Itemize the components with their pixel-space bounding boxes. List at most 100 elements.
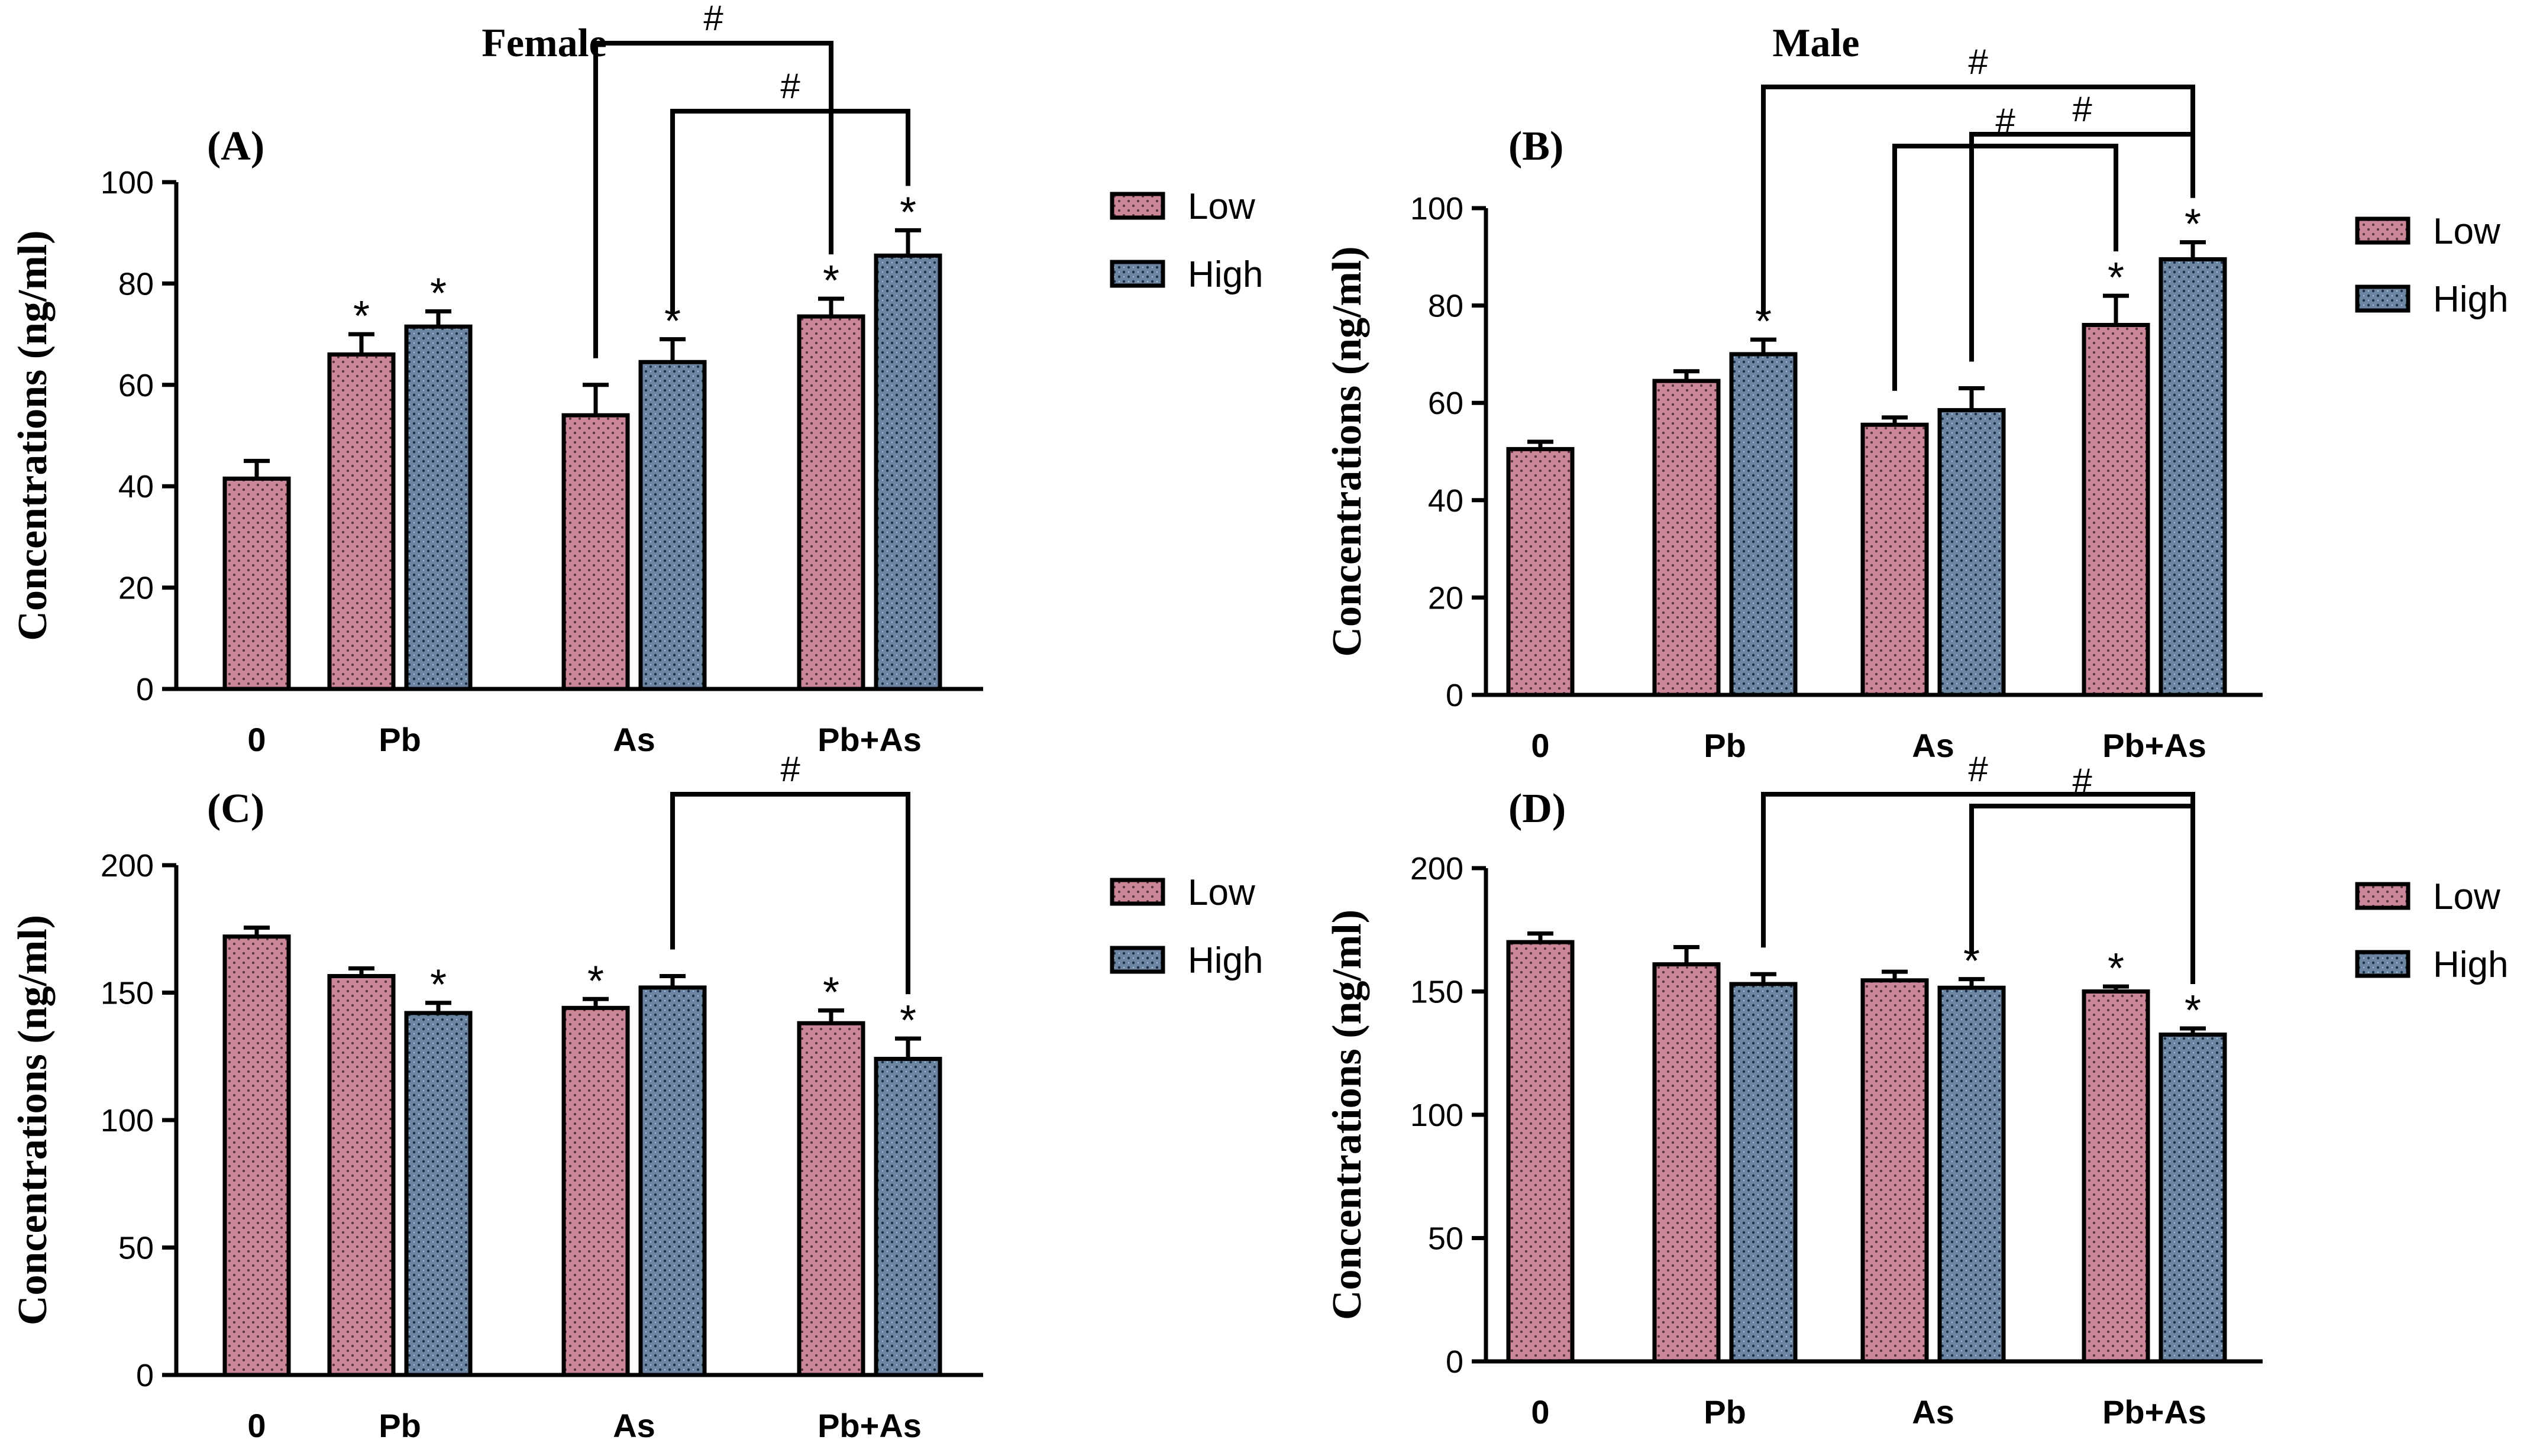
y-tick-label: 50 — [118, 1231, 154, 1266]
comparison-label: # — [703, 0, 723, 38]
significance-marker: * — [823, 257, 839, 305]
panel-label: (B) — [1508, 124, 1563, 169]
panel-d: 0 50 100 150 200 Concentrations (ng/ml) (D) 0 Pb… — [1324, 749, 2509, 1431]
comparison-label: # — [1968, 42, 1988, 82]
bar-low-as — [561, 1005, 630, 1377]
significance-marker: * — [2108, 254, 2124, 302]
legend-label-low: Low — [2433, 876, 2500, 917]
pink-dotted-swatch-icon — [1110, 878, 1165, 906]
bar-low-0 — [1506, 940, 1575, 1364]
legend-label-low: Low — [1188, 872, 1255, 913]
y-tick-label: 100 — [101, 165, 154, 200]
y-tick-label: 60 — [1428, 386, 1463, 421]
significance-marker: * — [2185, 201, 2201, 248]
blue-dotted-swatch-icon — [1110, 260, 1165, 288]
bar-low-pb — [1652, 962, 1721, 1364]
significance-marker: * — [2185, 987, 2201, 1034]
y-axis-title: Concentrations (ng/ml) — [1324, 910, 1370, 1320]
panel-c: 0 50 100 150 200 Concentrations (ng/ml) (C) 0 * P… — [10, 749, 1264, 1444]
y-tick-label: 80 — [1428, 289, 1463, 324]
comparison-label: # — [780, 749, 800, 789]
comparison-bracket — [1761, 85, 2195, 313]
y-tick-label: 20 — [1428, 580, 1463, 616]
bar-high-pb — [1729, 982, 1798, 1364]
y-tick-label: 0 — [136, 672, 154, 707]
pink-dotted-swatch-icon — [2355, 216, 2411, 245]
blue-dotted-swatch-icon — [2355, 284, 2411, 313]
bar-low-as — [561, 413, 630, 691]
pink-dotted-swatch-icon — [1110, 192, 1165, 220]
legend-label-low: Low — [2433, 211, 2500, 252]
bar-high-pb — [404, 324, 473, 691]
x-tick-label: Pb — [379, 1407, 421, 1444]
panel-b: 0 20 40 60 80 100 Concentrations (ng/ml) (B) 0 * P… — [1324, 42, 2509, 764]
x-tick-label: 0 — [1531, 727, 1549, 764]
comparison-bracket — [670, 792, 910, 995]
bar-high-as — [1937, 408, 2006, 697]
panel-label: (D) — [1508, 786, 1566, 831]
comparison-label: # — [2072, 89, 2092, 129]
bar-high-pb-as — [2159, 257, 2227, 697]
x-tick-label: 0 — [247, 1407, 266, 1444]
x-tick-label: 0 — [247, 721, 266, 758]
y-tick-label: 0 — [1446, 678, 1463, 713]
significance-marker: * — [430, 270, 447, 318]
significance-marker: * — [587, 957, 604, 1005]
comparison-bracket — [1969, 132, 2195, 362]
bar-low-pb — [327, 352, 396, 691]
comparison-label: # — [780, 66, 800, 106]
y-tick-label: 60 — [118, 368, 154, 403]
bar-high-as — [638, 360, 707, 691]
legend-label-high: High — [2433, 279, 2509, 320]
blue-dotted-swatch-icon — [2355, 950, 2411, 978]
bar-low-pb-as — [2082, 323, 2150, 697]
legend-label-low: Low — [1188, 186, 1255, 227]
comparison-bracket — [593, 41, 833, 358]
x-tick-label: Pb+As — [818, 1407, 922, 1444]
y-tick-label: 40 — [1428, 483, 1463, 519]
y-axis-title: Concentrations (ng/ml) — [10, 230, 56, 640]
x-tick-label: As — [1912, 1393, 1954, 1431]
legend-label-high: High — [2433, 944, 2509, 985]
bar-high-pb — [404, 1011, 473, 1377]
significance-marker: * — [823, 969, 839, 1017]
legend-label-high: High — [1188, 940, 1264, 981]
panel-label: (C) — [207, 786, 264, 831]
bar-low-pb-as — [797, 1021, 865, 1377]
significance-marker: * — [353, 293, 370, 340]
bar-low-pb — [327, 973, 396, 1377]
x-tick-label: As — [613, 721, 655, 758]
y-tick-label: 20 — [118, 571, 154, 606]
y-tick-label: 100 — [1410, 1098, 1463, 1133]
bar-low-pb-as — [797, 314, 865, 691]
x-tick-label: Pb — [1704, 727, 1746, 764]
comparison-bracket — [1892, 144, 2118, 391]
comparison-label: # — [1968, 749, 1988, 789]
y-axis-title: Concentrations (ng/ml) — [1324, 246, 1370, 656]
bar-high-pb-as — [2159, 1032, 2227, 1364]
y-tick-label: 200 — [1410, 851, 1463, 886]
legend-label-high: High — [1188, 254, 1264, 295]
significance-marker: * — [430, 962, 447, 1009]
significance-marker: * — [900, 189, 916, 236]
significance-marker: * — [2108, 945, 2124, 992]
bar-high-as — [1937, 985, 2006, 1364]
bar-high-as — [638, 985, 707, 1377]
column-title-female: Female — [482, 20, 606, 65]
x-tick-label: Pb+As — [2102, 727, 2206, 764]
bar-low-as — [1860, 422, 1929, 697]
panel-label: (A) — [207, 124, 264, 169]
x-tick-label: Pb — [1704, 1393, 1746, 1431]
bar-low-0 — [1506, 446, 1575, 697]
comparison-label: # — [1995, 101, 2015, 141]
y-tick-label: 150 — [1410, 975, 1463, 1010]
y-tick-label: 100 — [101, 1103, 154, 1138]
bar-low-as — [1860, 978, 1929, 1364]
x-tick-label: Pb — [379, 721, 421, 758]
bar-high-pb-as — [874, 1057, 942, 1377]
bar-low-pb-as — [2082, 989, 2150, 1364]
y-tick-label: 40 — [118, 469, 154, 504]
column-title-male: Male — [1772, 20, 1859, 65]
x-tick-label: 0 — [1531, 1393, 1549, 1431]
x-tick-label: Pb+As — [818, 721, 922, 758]
